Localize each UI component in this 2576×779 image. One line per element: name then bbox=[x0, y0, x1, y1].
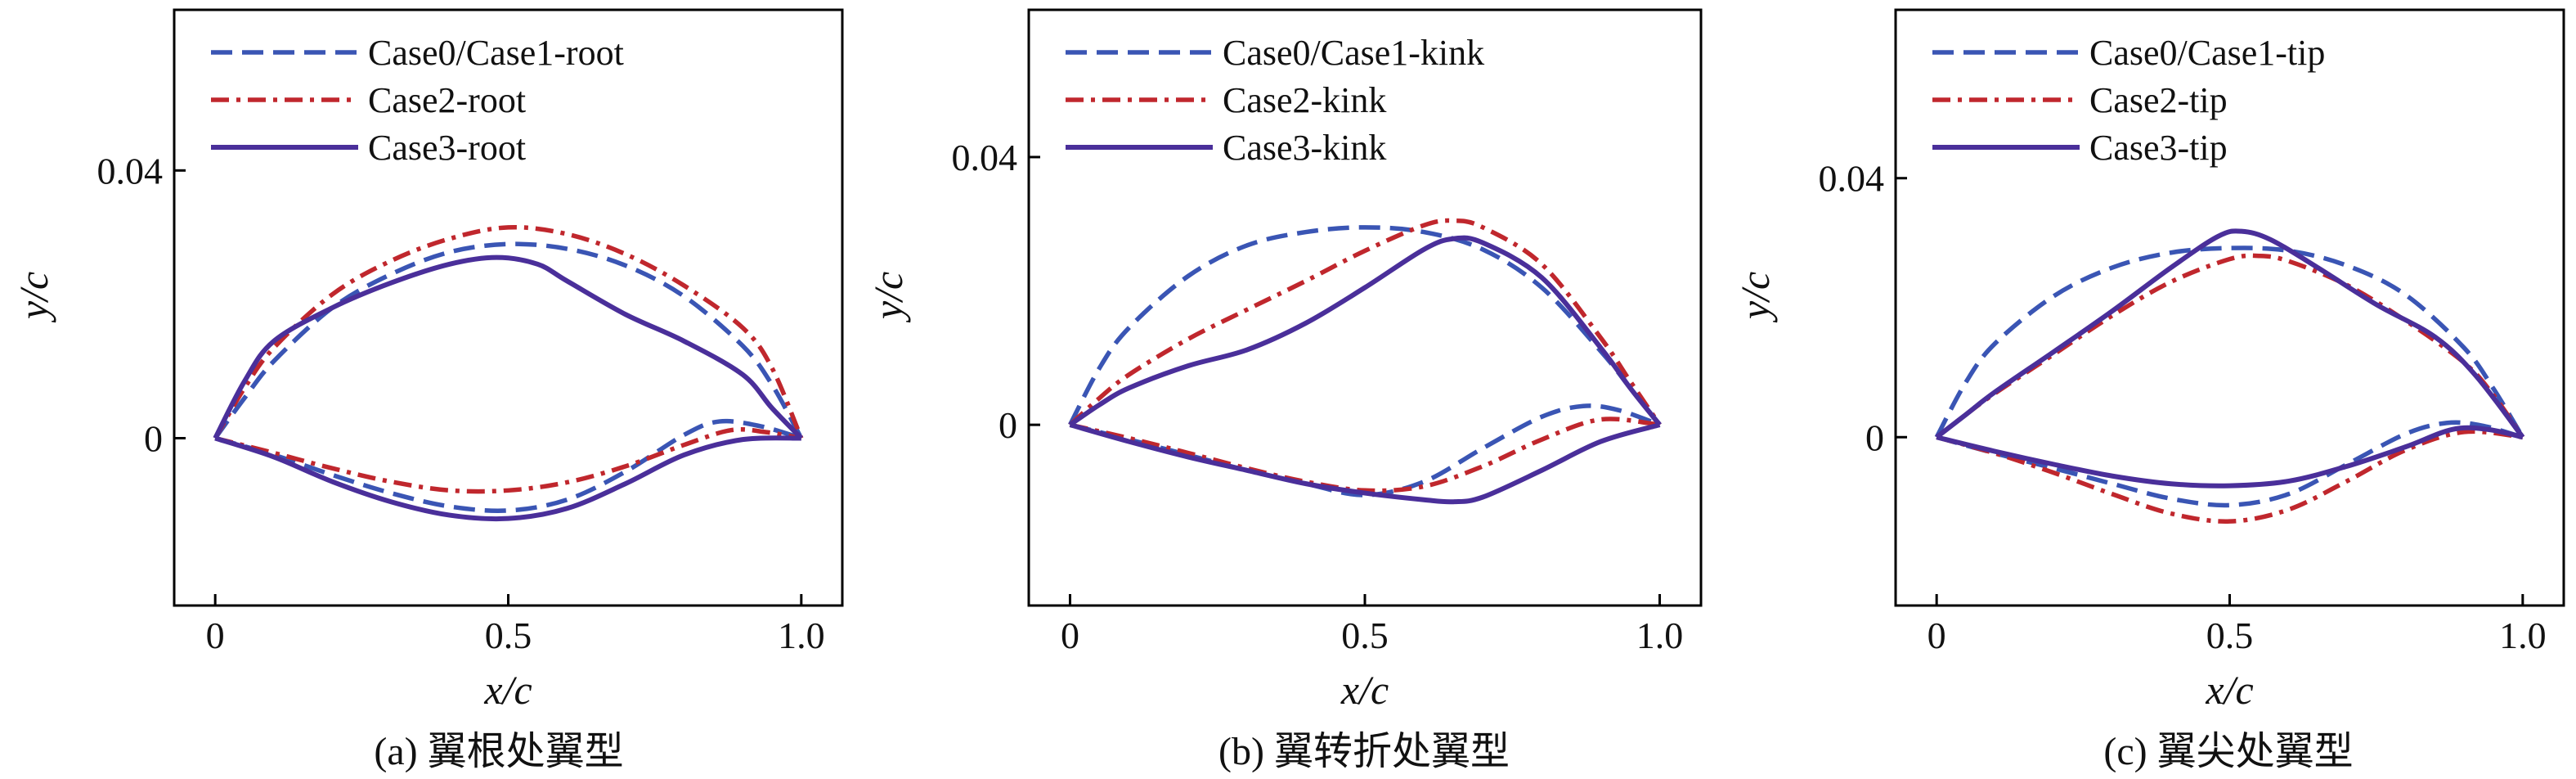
x-axis-label: x/c bbox=[483, 667, 532, 713]
series-1 bbox=[213, 241, 804, 513]
legend-label: Case0/Case1-root bbox=[368, 33, 624, 73]
legend-label: Case2-root bbox=[368, 80, 526, 120]
y-tick-label: 0 bbox=[1865, 417, 1884, 458]
series-1 bbox=[1934, 245, 2525, 508]
chart-panel-2: 0 0.5 1.0 0 0.04 x/c y/c (b) 翼转折处翼型 Case0/Case1-… bbox=[865, 8, 1703, 773]
x-tick-label: 0.5 bbox=[1341, 615, 1389, 656]
x-tick-label: 0 bbox=[1061, 615, 1079, 656]
series-line-lower bbox=[1936, 425, 2524, 489]
legend-label: Case3-kink bbox=[1223, 128, 1386, 168]
legend-label: Case0/Case1-kink bbox=[1223, 33, 1484, 73]
x-tick-label: 0.5 bbox=[2206, 615, 2254, 656]
series-line-upper bbox=[1935, 253, 2525, 439]
chart-caption: (b) 翼转折处翼型 bbox=[1218, 730, 1510, 773]
series-2 bbox=[1935, 253, 2525, 524]
chart-caption: (a) 翼根处翼型 bbox=[374, 730, 623, 773]
series-3 bbox=[213, 254, 803, 522]
legend-label: Case0/Case1-tip bbox=[2089, 33, 2325, 73]
y-tick-label: 0.04 bbox=[1819, 158, 1885, 200]
x-tick-label: 1.0 bbox=[1636, 615, 1684, 656]
series-line-upper bbox=[1068, 218, 1662, 427]
legend: Case0/Case1-tip Case2-tip Case3-tip bbox=[1932, 33, 2325, 168]
series-line-upper bbox=[213, 224, 804, 439]
x-axis-label: x/c bbox=[2205, 667, 2253, 713]
x-axis-label: x/c bbox=[1340, 667, 1389, 713]
series-line-upper bbox=[1934, 245, 2525, 439]
y-axis-label: y/c bbox=[11, 272, 56, 323]
series-line-lower bbox=[1069, 422, 1661, 505]
series-1 bbox=[1068, 225, 1662, 498]
series-line-upper bbox=[213, 254, 803, 440]
y-axis-label: y/c bbox=[1732, 272, 1778, 323]
series-3 bbox=[1068, 235, 1662, 505]
y-tick-label: 0.04 bbox=[952, 137, 1018, 178]
series-line-lower bbox=[1936, 420, 2524, 508]
series-line-upper bbox=[1068, 225, 1662, 426]
x-tick-label: 0 bbox=[1928, 615, 1946, 656]
series-line-upper bbox=[1935, 228, 2525, 439]
legend-label: Case3-root bbox=[368, 128, 526, 168]
legend: Case0/Case1-root Case2-root Case3-root bbox=[211, 33, 624, 168]
y-axis-label: y/c bbox=[865, 272, 911, 323]
chart-panel-3: 0 0.5 1.0 0 0.04 x/c y/c (c) 翼尖处翼型 Case0/Case1-t… bbox=[1732, 8, 2565, 773]
legend-label: Case2-kink bbox=[1223, 80, 1386, 120]
x-tick-label: 0 bbox=[206, 615, 225, 656]
series-line-upper bbox=[1068, 235, 1662, 427]
x-tick-label: 1.0 bbox=[778, 615, 825, 656]
legend-label: Case2-tip bbox=[2089, 80, 2228, 120]
y-tick-label: 0 bbox=[999, 404, 1017, 446]
legend: Case0/Case1-kink Case2-kink Case3-kink bbox=[1066, 33, 1484, 168]
series-2 bbox=[1068, 218, 1662, 493]
series-2 bbox=[213, 224, 804, 494]
series-line-upper bbox=[213, 241, 804, 440]
y-tick-label: 0 bbox=[144, 418, 163, 460]
series-line-lower bbox=[214, 427, 802, 494]
x-tick-label: 1.0 bbox=[2499, 615, 2547, 656]
series-line-lower bbox=[1069, 403, 1661, 498]
series-line-lower bbox=[1069, 417, 1660, 493]
x-tick-label: 0.5 bbox=[485, 615, 532, 656]
series-line-lower bbox=[214, 435, 801, 522]
series-3 bbox=[1935, 228, 2525, 489]
y-tick-label: 0.04 bbox=[97, 150, 164, 191]
series-line-lower bbox=[214, 418, 802, 513]
legend-label: Case3-tip bbox=[2089, 128, 2228, 168]
chart-caption: (c) 翼尖处翼型 bbox=[2103, 730, 2353, 773]
chart-panel-1: 0 0.5 1.0 0 0.04 x/c y/c (a) 翼根处翼型 Case0/Case1-r… bbox=[11, 8, 844, 773]
series-line-lower bbox=[1936, 429, 2524, 524]
